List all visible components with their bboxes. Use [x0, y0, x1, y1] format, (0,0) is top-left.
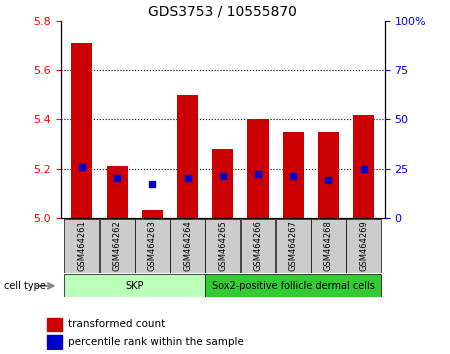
Text: GSM464263: GSM464263 — [148, 221, 157, 272]
Bar — [283, 132, 304, 218]
Text: GSM464265: GSM464265 — [218, 221, 227, 272]
Bar — [353, 115, 374, 218]
Text: transformed count: transformed count — [68, 319, 165, 329]
Bar — [212, 149, 233, 218]
Text: GSM464268: GSM464268 — [324, 221, 333, 272]
FancyBboxPatch shape — [311, 219, 346, 273]
FancyBboxPatch shape — [241, 219, 275, 273]
FancyBboxPatch shape — [205, 274, 381, 297]
FancyBboxPatch shape — [170, 219, 205, 273]
FancyBboxPatch shape — [276, 219, 310, 273]
Text: GSM464269: GSM464269 — [359, 221, 368, 272]
Bar — [47, 318, 62, 331]
Text: GSM464264: GSM464264 — [183, 221, 192, 272]
Bar — [248, 119, 269, 218]
Bar — [47, 335, 62, 349]
Title: GDS3753 / 10555870: GDS3753 / 10555870 — [148, 5, 297, 19]
Text: SKP: SKP — [126, 281, 144, 291]
Bar — [71, 43, 92, 218]
Text: GSM464262: GSM464262 — [112, 221, 122, 272]
FancyBboxPatch shape — [346, 219, 381, 273]
FancyBboxPatch shape — [135, 219, 170, 273]
Text: cell type: cell type — [4, 281, 46, 291]
Text: GSM464266: GSM464266 — [253, 221, 262, 272]
Bar — [107, 166, 128, 218]
Bar — [142, 210, 163, 218]
FancyBboxPatch shape — [99, 219, 135, 273]
Bar — [177, 95, 198, 218]
FancyBboxPatch shape — [64, 219, 99, 273]
FancyBboxPatch shape — [64, 274, 205, 297]
Text: Sox2-positive follicle dermal cells: Sox2-positive follicle dermal cells — [212, 281, 374, 291]
Text: percentile rank within the sample: percentile rank within the sample — [68, 337, 244, 347]
Bar — [318, 132, 339, 218]
FancyBboxPatch shape — [205, 219, 240, 273]
Text: GSM464267: GSM464267 — [289, 221, 298, 272]
Text: GSM464261: GSM464261 — [77, 221, 86, 272]
